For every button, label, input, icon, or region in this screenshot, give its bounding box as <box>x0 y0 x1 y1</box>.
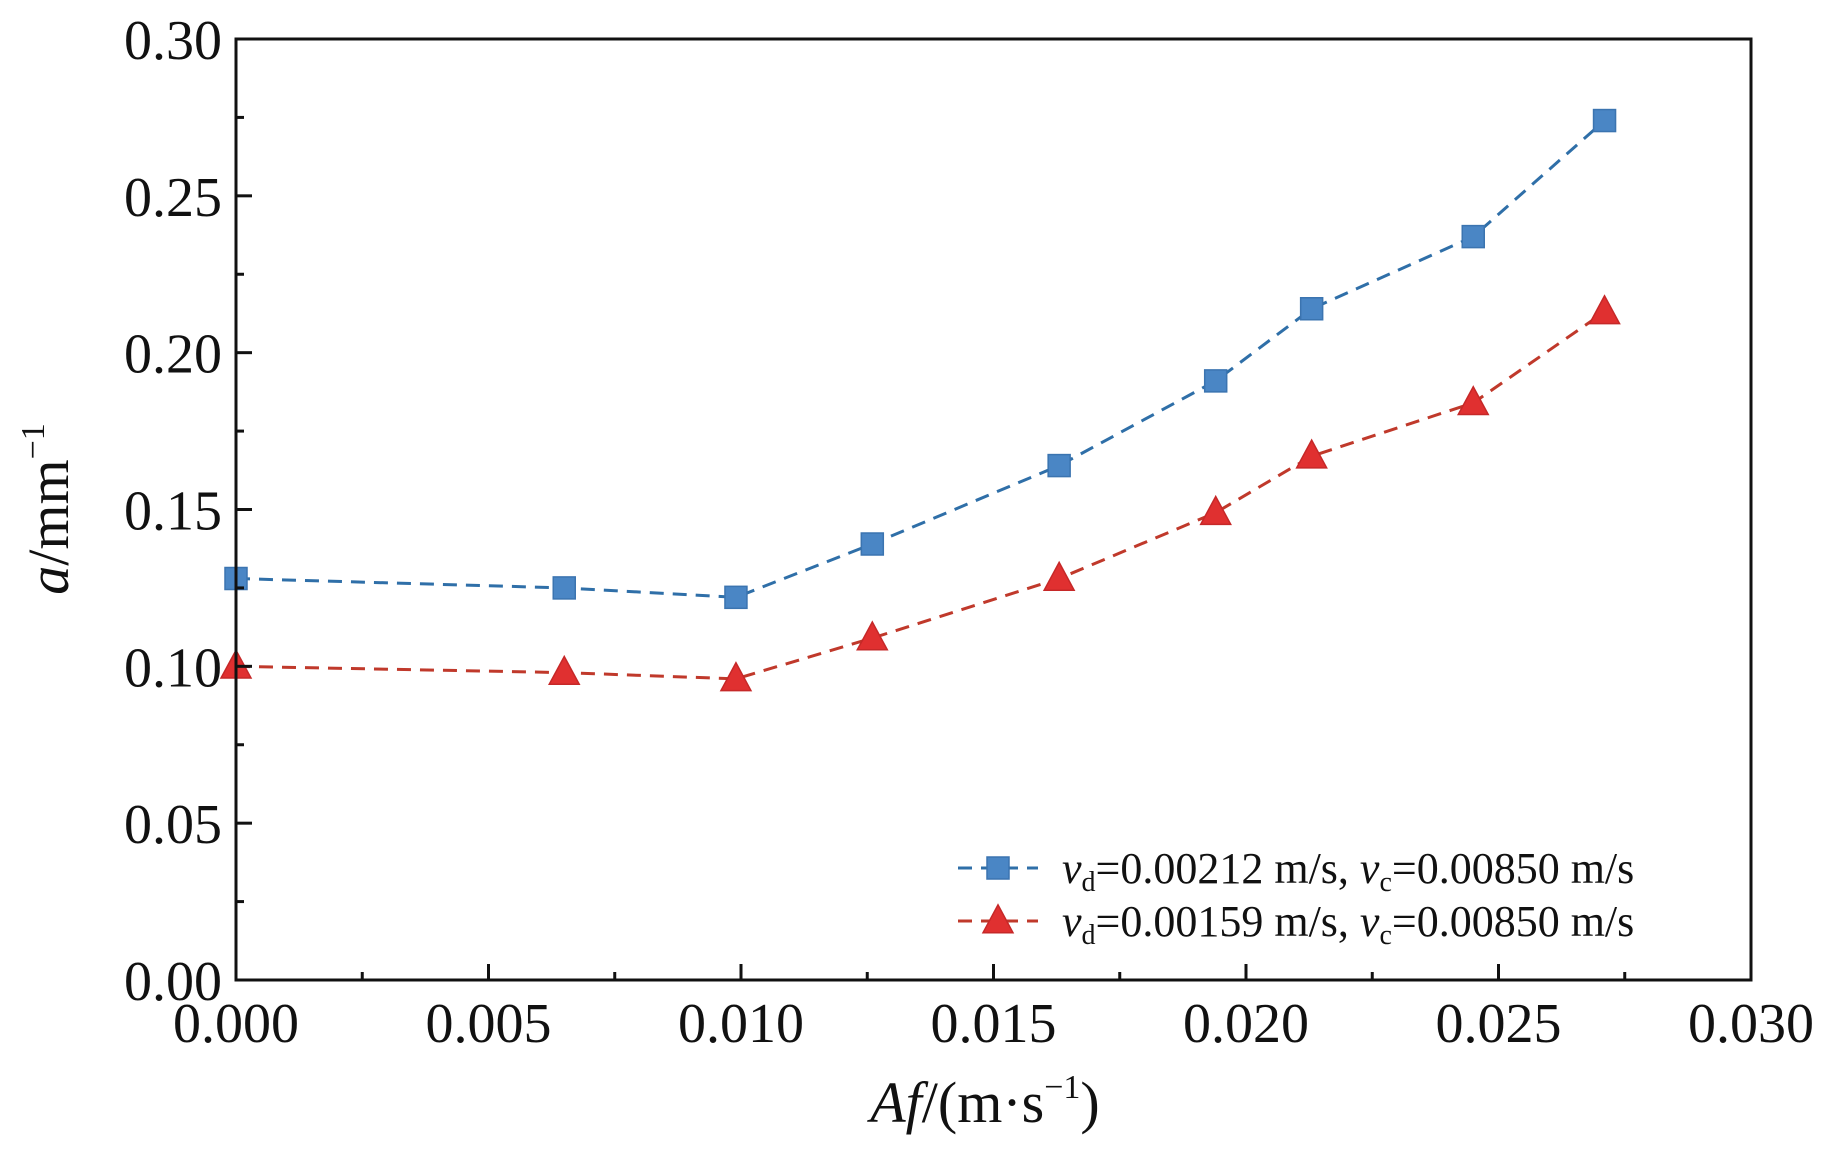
legend-marker <box>986 856 1010 880</box>
x-axis-title-exponent: −1 <box>1044 1069 1080 1106</box>
data-point <box>1588 294 1621 325</box>
y-axis-title-symbol: a <box>16 566 81 595</box>
y-tick-label: 0.20 <box>124 324 222 386</box>
series-1 <box>224 108 1617 610</box>
data-point <box>547 654 581 686</box>
x-axis-title-symbol: Af <box>866 1070 928 1135</box>
legend-marker <box>981 903 1015 934</box>
x-axis-title: Af/(m·s−1) <box>866 1069 1100 1135</box>
x-axis-title-close: ) <box>1080 1070 1099 1135</box>
y-tick-label: 0.00 <box>124 951 222 1013</box>
legend-entry-1: vd=0.00212 m/s, vc=0.00850 m/s <box>958 844 1634 898</box>
data-point <box>1299 297 1324 321</box>
series-2 <box>219 294 1621 692</box>
y-tick-label: 0.30 <box>124 10 222 72</box>
series-line <box>235 310 1606 681</box>
data-point <box>860 532 885 556</box>
x-tick-label: 0.030 <box>1688 993 1814 1055</box>
data-point <box>1042 560 1076 591</box>
data-point <box>1295 438 1328 469</box>
data-point <box>719 661 753 692</box>
y-tick-label: 0.10 <box>124 637 222 699</box>
x-tick-label: 0.005 <box>426 993 552 1055</box>
x-axis-title-unit: /(m·s <box>922 1070 1044 1135</box>
axis-layer: 0.000 0.005 0.010 0.015 0.020 0.025 0.030 0.00 0… <box>124 10 1814 1055</box>
data-point <box>1592 108 1617 133</box>
data-point <box>856 620 889 651</box>
x-tick-label: 0.000 <box>173 993 299 1055</box>
data-point <box>1456 385 1490 416</box>
x-tick-label: 0.025 <box>1436 993 1562 1055</box>
series-layer <box>219 108 1621 692</box>
y-axis-title-unit: /mm <box>16 459 81 565</box>
x-tick-label: 0.015 <box>931 993 1057 1055</box>
plot-frame <box>234 37 1753 982</box>
y-tick-label: 0.15 <box>124 481 222 543</box>
data-point <box>1047 453 1071 478</box>
data-point <box>1203 369 1228 393</box>
x-tick-label: 0.010 <box>678 993 804 1055</box>
legend: vd=0.00212 m/s, vc=0.00850 m/svd=0.00159… <box>958 844 1634 951</box>
y-tick-label: 0.05 <box>124 794 222 856</box>
data-point <box>1199 494 1232 526</box>
data-point <box>1461 224 1485 249</box>
data-point <box>552 576 576 600</box>
data-point <box>724 585 748 610</box>
legend-label: vd=0.00212 m/s, vc=0.00850 m/s <box>1062 844 1634 898</box>
y-tick-label: 0.25 <box>124 167 222 229</box>
y-axis-title-exponent: −1 <box>15 423 52 459</box>
legend-entry-2: vd=0.00159 m/s, vc=0.00850 m/s <box>958 897 1634 951</box>
legend-label: vd=0.00159 m/s, vc=0.00850 m/s <box>1062 897 1634 951</box>
series-line <box>235 119 1606 599</box>
x-tick-label: 0.020 <box>1183 993 1309 1055</box>
y-axis-title: a/mm−1 <box>15 423 81 595</box>
